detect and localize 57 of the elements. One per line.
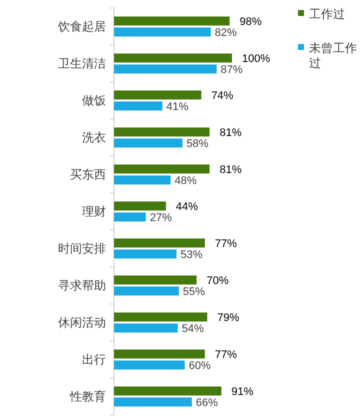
bar (114, 398, 192, 406)
bar (114, 90, 202, 100)
data-label: 27% (150, 212, 172, 224)
y-tick-label: 时间安排 (58, 242, 106, 256)
data-label: 100% (242, 53, 270, 65)
y-tick-label: 做饭 (82, 94, 106, 108)
data-label: 70% (206, 275, 229, 287)
bar (114, 16, 230, 26)
bar (114, 360, 185, 370)
data-label: 77% (214, 238, 238, 250)
bar (114, 64, 217, 74)
data-label: 44% (176, 201, 198, 213)
data-label: 87% (220, 64, 243, 76)
bar (114, 176, 171, 184)
bar (114, 138, 182, 148)
data-label: 41% (166, 101, 189, 113)
bar (114, 28, 211, 36)
bar (114, 164, 210, 174)
data-label: 98% (240, 16, 262, 28)
legend-label: 未曾工作过 (309, 41, 357, 70)
bar (114, 350, 205, 358)
bar (114, 250, 177, 258)
y-tick-label: 买东西 (70, 168, 106, 182)
bar (114, 202, 166, 210)
data-label: 54% (182, 323, 204, 335)
data-label: 53% (180, 249, 203, 261)
legend-label: 工作过 (309, 7, 345, 21)
data-label: 74% (211, 90, 234, 102)
data-label: 79% (217, 312, 240, 324)
y-tick-label: 寻求帮助 (58, 278, 106, 292)
data-label: 55% (182, 286, 206, 298)
y-tick-label: 休闲活动 (58, 316, 106, 330)
y-tick-label: 性教育 (69, 390, 106, 404)
bar (114, 312, 208, 322)
data-label: 60% (188, 360, 212, 372)
y-tick-label: 洗衣 (82, 130, 106, 144)
y-tick-label: 卫生清洁 (58, 56, 106, 70)
data-label: 48% (174, 175, 197, 187)
y-tick-label: 饮食起居 (57, 20, 106, 34)
bar (114, 386, 222, 396)
data-label: 58% (186, 138, 209, 150)
bar (114, 54, 232, 62)
bar (114, 128, 210, 136)
data-label: 82% (214, 27, 237, 39)
data-label: 91% (231, 386, 254, 398)
data-label: 81% (220, 164, 242, 176)
bar (114, 212, 146, 222)
bar (114, 102, 162, 110)
bar (114, 238, 205, 248)
y-tick-label: 出行 (82, 352, 106, 366)
bar (114, 286, 179, 296)
data-label: 66% (196, 397, 218, 409)
bar (114, 324, 178, 332)
data-label: 77% (214, 349, 238, 361)
y-tick-label: 理财 (82, 204, 106, 218)
bar (114, 276, 197, 284)
data-label: 81% (220, 127, 242, 139)
